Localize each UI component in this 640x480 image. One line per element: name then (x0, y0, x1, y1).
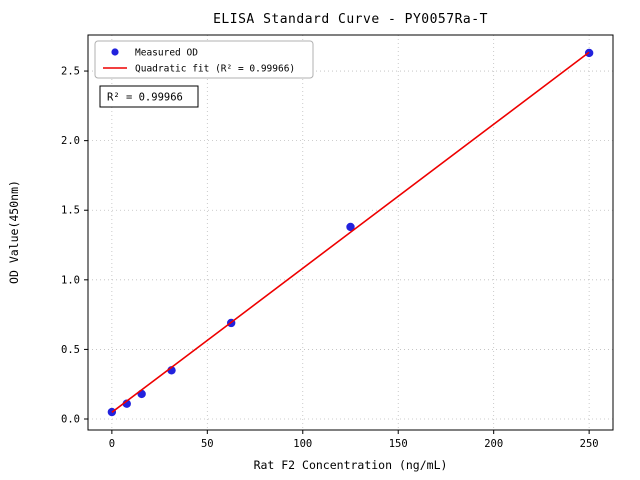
y-tick-label: 1.5 (61, 205, 80, 217)
measured-od-point (122, 399, 131, 408)
r-squared-annotation-box (99, 85, 199, 108)
x-tick-label: 0 (109, 438, 115, 450)
y-tick-label: 0.0 (61, 414, 80, 426)
chart-title: ELISA Standard Curve - PY0057Ra-T (213, 12, 488, 27)
legend-marker-measured (111, 48, 119, 56)
measured-od-point (346, 222, 355, 232)
plot-border (87, 34, 614, 431)
measured-od-point (137, 389, 146, 399)
r-squared-annotation-text: R² = 0.99966 (107, 92, 183, 104)
x-tick-label: 250 (580, 438, 599, 450)
x-tick-label: 50 (201, 438, 214, 450)
quadratic-fit-line (111, 51, 590, 413)
legend-box (94, 40, 314, 79)
x-tick-label: 200 (484, 438, 503, 450)
y-tick-label: 0.5 (61, 344, 80, 356)
y-tick-label: 1.0 (61, 274, 80, 286)
y-tick-label: 2.0 (61, 135, 80, 147)
y-tick-label: 2.5 (61, 66, 80, 78)
x-tick-label: 100 (293, 438, 312, 450)
x-axis-label: Rat F2 Concentration (ng/mL) (253, 458, 448, 472)
legend-label-fit: Quadratic fit (R² = 0.99966) (135, 64, 295, 75)
y-axis-label: OD Value(450nm) (7, 180, 21, 284)
x-tick-label: 150 (389, 438, 408, 450)
legend-label-measured: Measured OD (135, 48, 198, 59)
